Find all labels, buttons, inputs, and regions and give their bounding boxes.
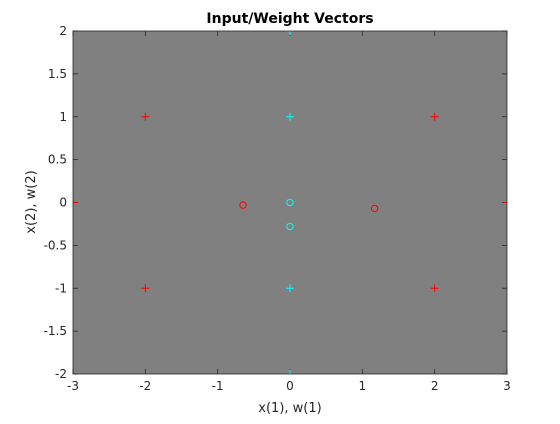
y-tick-label: 2: [59, 24, 67, 38]
plot-area: [73, 31, 507, 374]
plus-marker: [286, 370, 294, 374]
x-tick-label: 0: [286, 379, 294, 393]
y-tick-label: 1.5: [48, 67, 67, 81]
chart-title: Input/Weight Vectors: [206, 11, 373, 27]
y-tick-label: -2: [55, 367, 67, 381]
plus-marker: [141, 284, 150, 293]
circle-marker: [286, 198, 294, 207]
x-tick-label: 1: [359, 379, 367, 393]
plus-marker: [286, 112, 294, 121]
plus-marker: [141, 112, 150, 121]
x-tick-label: 2: [431, 379, 439, 393]
plot-frame: [72, 30, 508, 375]
ticks-layer: -3 -2 -1 0 1 2 3-2-1.5-1-0.500.511.52: [44, 24, 511, 393]
y-tick-label: -1.5: [44, 324, 67, 338]
x-tick-label: -3: [67, 379, 79, 393]
plus-marker: [430, 284, 439, 293]
plus-marker: [430, 112, 439, 121]
marks-layer: [73, 31, 507, 374]
y-tick-label: 0.5: [48, 153, 67, 167]
plus-marker: [73, 198, 77, 207]
circle-marker: [239, 201, 247, 209]
y-tick-label: 1: [59, 110, 67, 124]
circle-marker: [370, 204, 379, 213]
circle-marker: [286, 222, 294, 231]
plus-marker: [286, 31, 294, 35]
plus-marker: [286, 284, 294, 293]
x-axis-label: x(1), w(1): [258, 401, 321, 416]
y-tick-label: 0: [59, 196, 67, 210]
x-tick-label: -1: [212, 379, 224, 393]
y-tick-label: -1: [55, 281, 67, 295]
x-tick-label: 3: [503, 379, 511, 393]
y-tick-label: -0.5: [44, 238, 67, 252]
y-axis-label: x(2), w(2): [24, 170, 39, 233]
plus-marker: [503, 198, 507, 207]
x-tick-label: -2: [139, 379, 151, 393]
